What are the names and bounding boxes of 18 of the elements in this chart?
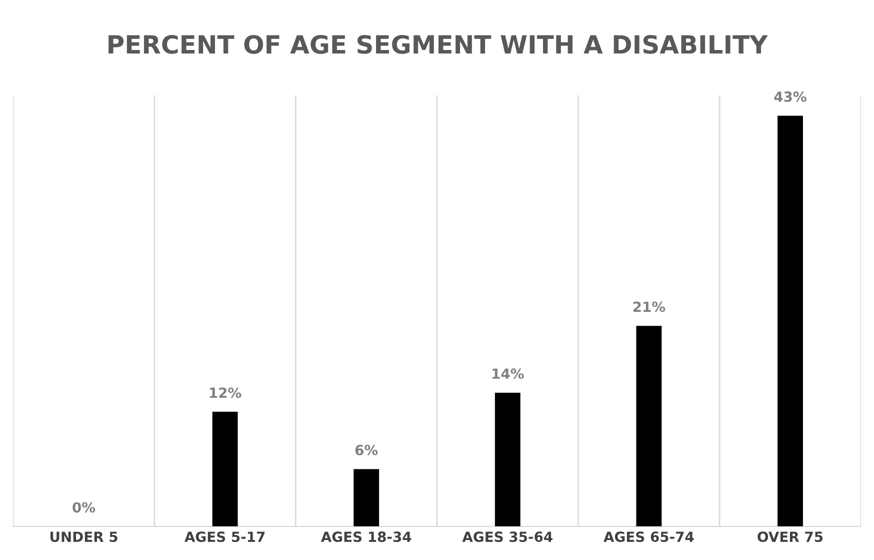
- chart-title: PERCENT OF AGE SEGMENT WITH A DISABILITY: [108, 34, 768, 54]
- x-tick-label: AGES 5-17: [184, 532, 265, 542]
- data-label: 21%: [633, 302, 666, 312]
- bar: [354, 469, 380, 526]
- data-label: 14%: [492, 368, 524, 379]
- x-tick-label: OVER 75: [758, 532, 823, 542]
- x-tick-label: AGES 18-34: [320, 532, 412, 542]
- data-label: 12%: [210, 387, 242, 398]
- data-label: 0%: [72, 502, 96, 513]
- bar: [636, 326, 662, 526]
- x-tick-label: AGES 65-74: [604, 532, 694, 542]
- data-label: 6%: [355, 444, 378, 456]
- bar: [494, 392, 520, 526]
- bar: [778, 116, 803, 526]
- x-tick-label: AGES 35-64: [462, 532, 552, 542]
- x-tick-label: UNDER 5: [50, 532, 118, 542]
- data-label: 43%: [774, 91, 806, 102]
- bar: [212, 412, 238, 526]
